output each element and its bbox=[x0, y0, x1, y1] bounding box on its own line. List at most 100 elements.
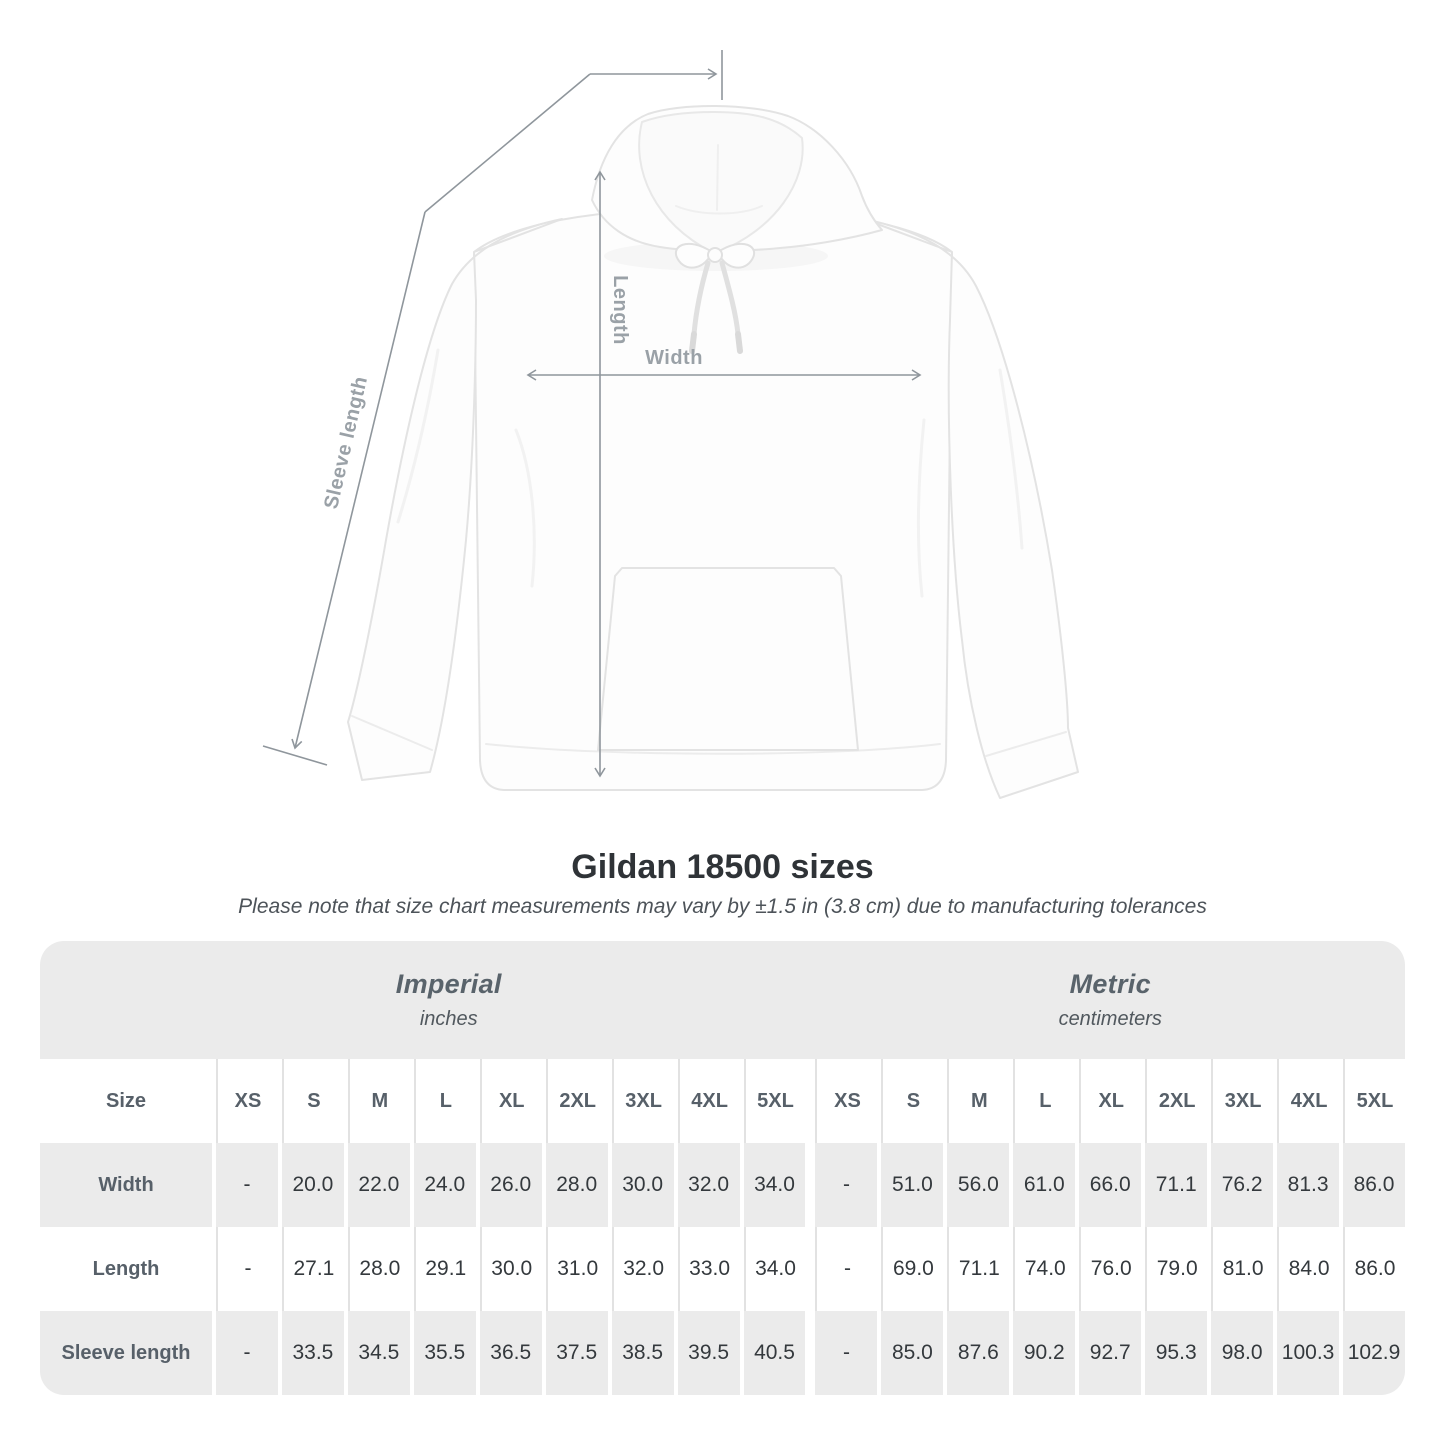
imperial-title: Imperial bbox=[395, 969, 502, 999]
size-header-cell: XS bbox=[216, 1059, 278, 1143]
measurement-cell: 33.0 bbox=[677, 1227, 740, 1311]
kangaroo-pocket bbox=[597, 567, 859, 751]
size-header-cell: 2XL bbox=[545, 1059, 608, 1143]
measurement-lines bbox=[262, 50, 922, 778]
group-divider bbox=[809, 1143, 811, 1227]
row-label: Length bbox=[92, 1257, 160, 1280]
measurement-cell: 24.0 bbox=[413, 1143, 476, 1227]
measurement-cell: 22.0 bbox=[347, 1143, 410, 1227]
measurement-cell: 32.0 bbox=[611, 1227, 674, 1311]
size-header-cell: 3XL bbox=[1211, 1059, 1273, 1143]
row-label: Sleeve length bbox=[40, 1311, 212, 1395]
measurement-cell: 71.1 bbox=[947, 1227, 1009, 1311]
measurement-cell: 92.7 bbox=[1079, 1311, 1142, 1395]
measurement-cell: 40.5 bbox=[743, 1311, 806, 1395]
measurement-cell: 35.5 bbox=[413, 1311, 476, 1395]
size-header-cell: XS bbox=[815, 1059, 877, 1143]
size-header-cell: 5XL bbox=[743, 1059, 806, 1143]
measurement-cell: 38.5 bbox=[611, 1311, 674, 1395]
group-divider bbox=[809, 1311, 811, 1395]
measurement-cell: - bbox=[216, 1311, 278, 1395]
unit-header-row: Imperial inches Metric centimeters bbox=[40, 941, 1405, 1059]
sleeve-length-row: Sleeve length - 33.5 34.5 35.5 36.5 37.5… bbox=[40, 1311, 1405, 1395]
measurement-cell: 30.0 bbox=[611, 1143, 674, 1227]
width-label: Width bbox=[645, 347, 703, 369]
length-label: Length bbox=[609, 275, 631, 345]
size-header-cell: 5XL bbox=[1343, 1059, 1405, 1143]
measurement-cell: 66.0 bbox=[1079, 1143, 1142, 1227]
measurement-cell: 36.5 bbox=[479, 1311, 542, 1395]
measurement-cell: 51.0 bbox=[881, 1143, 944, 1227]
imperial-unit: inches bbox=[419, 1008, 478, 1030]
measurement-cell: 102.9 bbox=[1343, 1311, 1405, 1395]
measurement-cell: 34.5 bbox=[347, 1311, 410, 1395]
group-divider bbox=[809, 1227, 811, 1311]
size-header-cell: L bbox=[413, 1059, 476, 1143]
measurement-cell: 28.0 bbox=[545, 1143, 608, 1227]
size-header-cell: M bbox=[947, 1059, 1009, 1143]
measurement-cell: 86.0 bbox=[1343, 1143, 1405, 1227]
hoodie-image bbox=[347, 104, 1079, 799]
size-header-cell: 4XL bbox=[677, 1059, 740, 1143]
metric-title: Metric bbox=[1069, 969, 1151, 999]
page-title: Gildan 18500 sizes bbox=[571, 848, 874, 886]
measurement-cell: 98.0 bbox=[1211, 1311, 1274, 1395]
measurement-cell: 69.0 bbox=[881, 1227, 943, 1311]
measurement-cell: 76.2 bbox=[1211, 1143, 1274, 1227]
measurement-cell: 74.0 bbox=[1013, 1227, 1075, 1311]
measurement-cell: 95.3 bbox=[1145, 1311, 1208, 1395]
hoodie-right-sleeve bbox=[863, 218, 1079, 799]
measurement-cell: 20.0 bbox=[281, 1143, 344, 1227]
measurement-cell: 31.0 bbox=[545, 1227, 608, 1311]
size-header-cell: S bbox=[281, 1059, 344, 1143]
imperial-group-header: Imperial inches bbox=[40, 941, 806, 1059]
sleeve-length-label: Sleeve length bbox=[320, 374, 372, 511]
measurement-cell: 100.3 bbox=[1277, 1311, 1340, 1395]
metric-group-header: Metric centimeters bbox=[816, 941, 1406, 1059]
measurement-cell: 85.0 bbox=[881, 1311, 944, 1395]
measurement-cell: 26.0 bbox=[479, 1143, 542, 1227]
size-column-header: Size bbox=[105, 1089, 147, 1112]
measurement-cell: 90.2 bbox=[1013, 1311, 1076, 1395]
measurement-cell: 87.6 bbox=[947, 1311, 1010, 1395]
measurement-cell: - bbox=[815, 1143, 878, 1227]
size-header-cell: 4XL bbox=[1277, 1059, 1339, 1143]
measurement-cell: 29.1 bbox=[413, 1227, 476, 1311]
measurement-cell: 34.0 bbox=[743, 1227, 806, 1311]
size-header-cell: L bbox=[1013, 1059, 1075, 1143]
sleeve-arrow bbox=[291, 211, 426, 750]
measurement-cell: 81.3 bbox=[1277, 1143, 1340, 1227]
size-header-cell: S bbox=[881, 1059, 943, 1143]
size-header-cell: XL bbox=[1079, 1059, 1141, 1143]
measurement-cell: 28.0 bbox=[347, 1227, 410, 1311]
measurement-cell: - bbox=[815, 1227, 877, 1311]
shoulder-guide-line bbox=[424, 73, 591, 213]
size-header-cell: XL bbox=[479, 1059, 542, 1143]
measurement-cell: - bbox=[216, 1143, 278, 1227]
measurement-cell: 84.0 bbox=[1277, 1227, 1339, 1311]
measurement-cell: 79.0 bbox=[1145, 1227, 1207, 1311]
length-row: Length - 27.1 28.0 29.1 30.0 31.0 32.0 3… bbox=[40, 1227, 1405, 1311]
group-divider bbox=[809, 1059, 811, 1143]
measurement-cell: 33.5 bbox=[281, 1311, 344, 1395]
drawstring bbox=[674, 242, 756, 354]
hoodie-diagram-svg: Length Width Sleeve length bbox=[262, 50, 1079, 799]
cuff-tick bbox=[262, 745, 328, 766]
row-label: Width bbox=[40, 1143, 212, 1227]
measurement-cell: 56.0 bbox=[947, 1143, 1010, 1227]
measurement-diagram: Length Width Sleeve length bbox=[262, 50, 1079, 799]
size-header-cell: 2XL bbox=[1145, 1059, 1207, 1143]
measurement-cell: 61.0 bbox=[1013, 1143, 1076, 1227]
measurement-cell: 37.5 bbox=[545, 1311, 608, 1395]
measurement-cell: 39.5 bbox=[677, 1311, 740, 1395]
size-header-cell: M bbox=[347, 1059, 410, 1143]
hoodie-left-sleeve bbox=[347, 218, 563, 781]
measurement-cell: 81.0 bbox=[1211, 1227, 1273, 1311]
measurement-cell: - bbox=[815, 1311, 878, 1395]
measurement-cell: - bbox=[216, 1227, 278, 1311]
measurement-cell: 32.0 bbox=[677, 1143, 740, 1227]
measurement-cell: 27.1 bbox=[281, 1227, 344, 1311]
size-header-row: Size XS S M L XL 2XL 3XL 4XL 5XL XS S M … bbox=[40, 1059, 1405, 1143]
measurement-cell: 86.0 bbox=[1343, 1227, 1405, 1311]
